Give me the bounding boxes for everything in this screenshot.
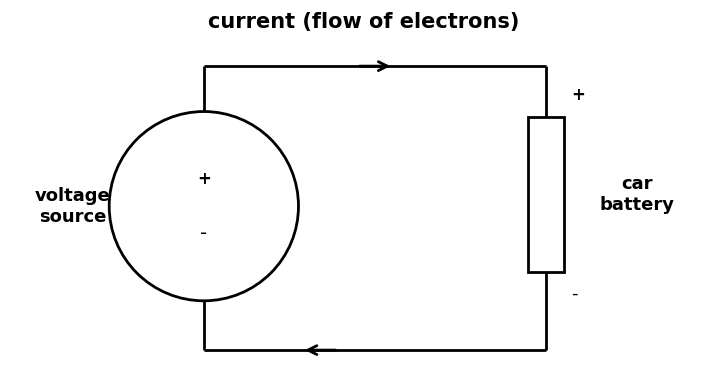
Text: +: + (197, 170, 211, 188)
Text: voltage
source: voltage source (35, 187, 111, 226)
Text: -: - (200, 224, 207, 243)
Text: car
battery: car battery (599, 175, 675, 214)
Text: current (flow of electrons): current (flow of electrons) (208, 12, 520, 32)
Text: +: + (571, 86, 585, 104)
Ellipse shape (109, 112, 298, 301)
Text: -: - (571, 285, 578, 303)
Bar (528, 117, 564, 272)
